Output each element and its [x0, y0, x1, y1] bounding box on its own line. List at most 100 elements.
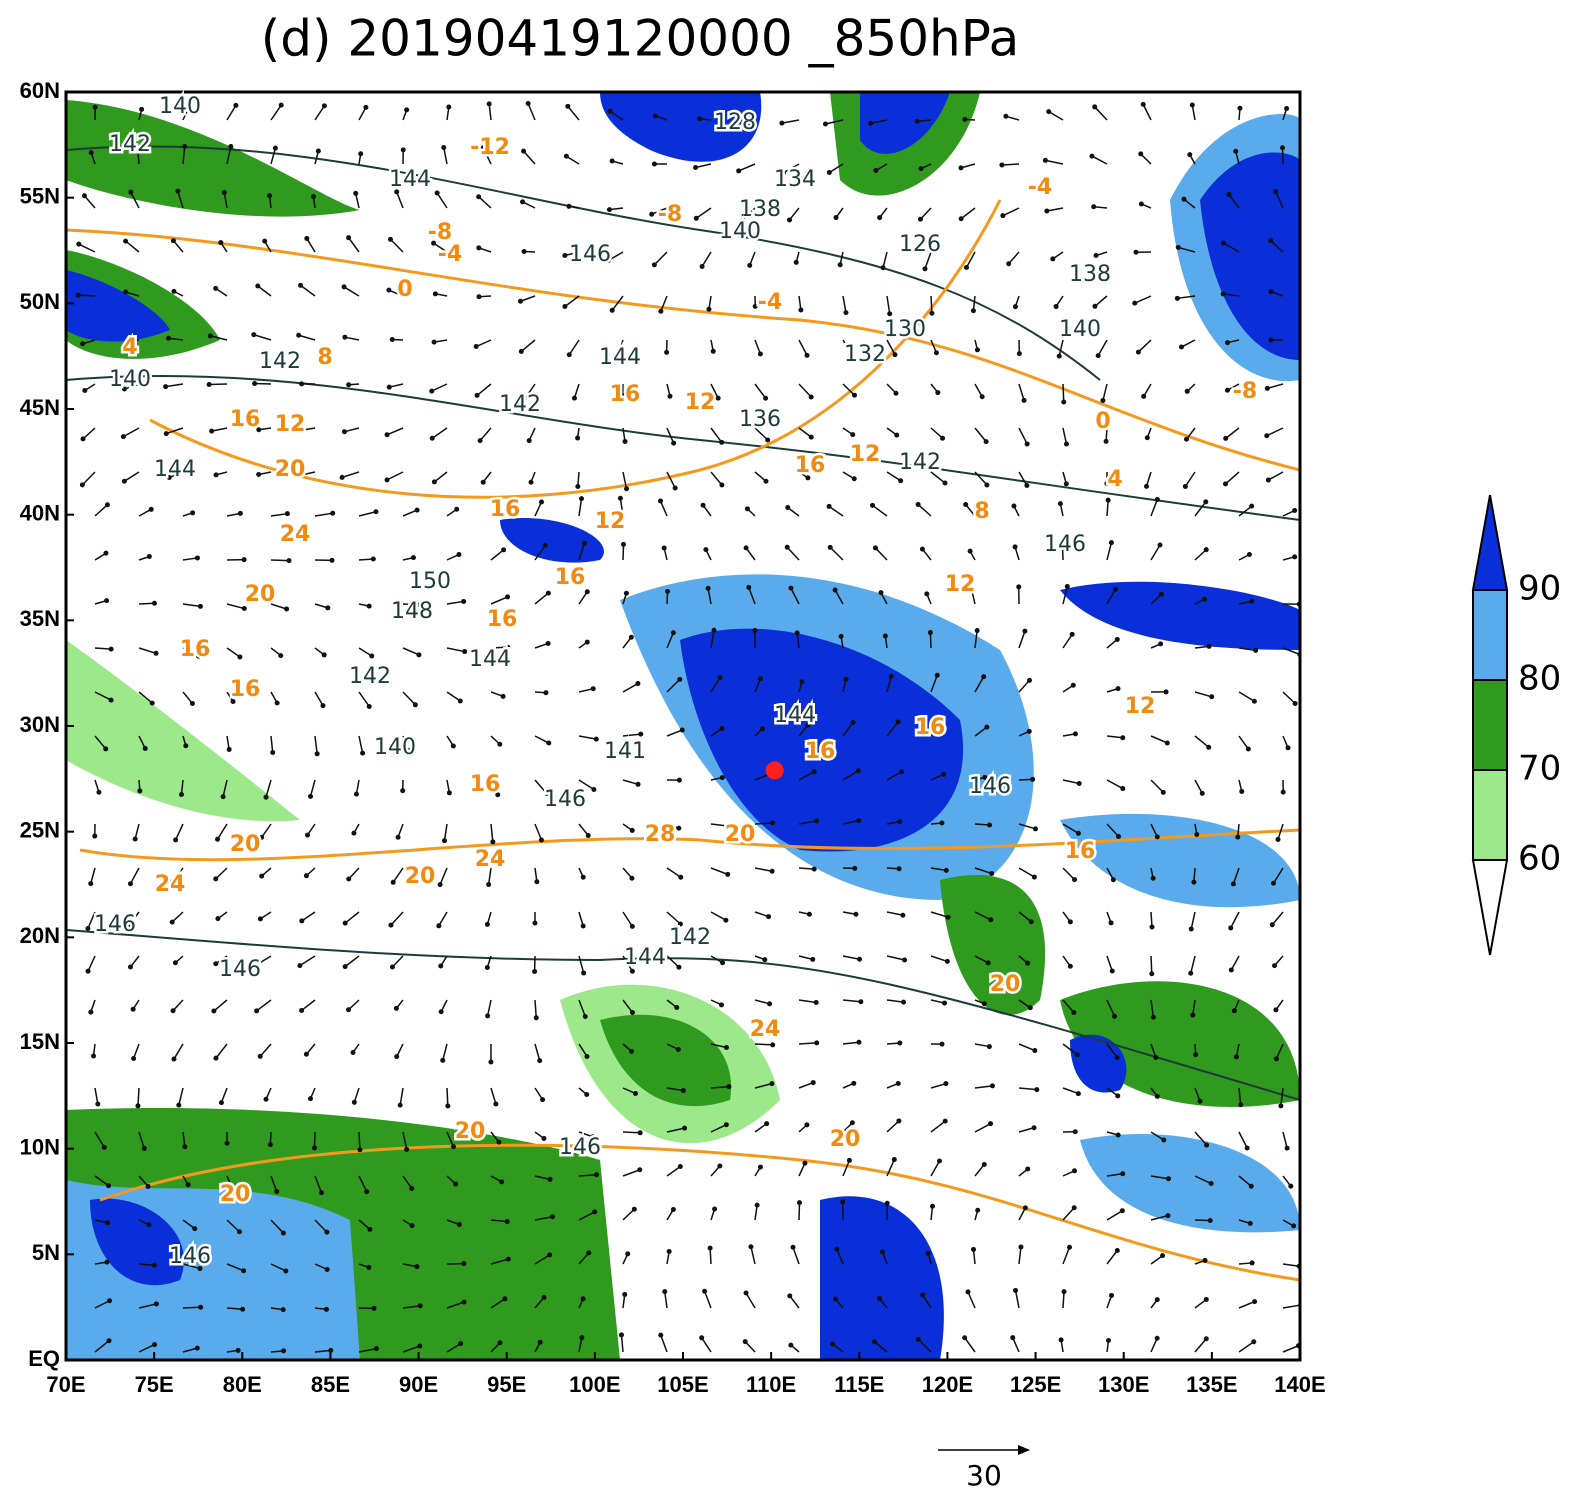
- wind-arrowhead: [438, 1009, 444, 1015]
- wind-arrowhead: [504, 1219, 510, 1225]
- wind-arrowhead: [387, 236, 393, 242]
- wind-arrowhead: [1188, 926, 1194, 932]
- wind-arrow: [446, 1301, 465, 1309]
- wind-arrowhead: [887, 311, 893, 317]
- wind-arrowhead: [366, 1264, 372, 1270]
- wind-arrow: [314, 1349, 331, 1353]
- wind-arrowhead: [404, 1146, 410, 1152]
- wind-arrowhead: [132, 836, 138, 842]
- wind-arrow: [1238, 1300, 1255, 1309]
- wind-arrowhead: [1233, 148, 1239, 154]
- wind-arrowhead: [1244, 1145, 1250, 1151]
- wind-arrowhead: [1190, 1012, 1196, 1018]
- wind-arrow: [930, 955, 948, 963]
- wind-arrowhead: [700, 502, 706, 508]
- y-tick-label: 40N: [20, 500, 60, 525]
- wind-arrow: [1282, 691, 1296, 705]
- wind-arrowhead: [237, 654, 243, 660]
- y-tick-label: 60N: [20, 78, 60, 103]
- temperature-label: -4: [438, 242, 462, 267]
- wind-arrowhead: [431, 240, 437, 246]
- wind-arrow: [965, 251, 976, 268]
- x-tick-label: 110E: [746, 1372, 796, 1397]
- wind-arrow: [1062, 999, 1075, 1014]
- wind-arrowhead: [1149, 971, 1155, 977]
- wind-arrowhead: [95, 1101, 101, 1107]
- wind-arrowhead: [280, 1230, 286, 1236]
- wind-arrowhead: [857, 956, 863, 962]
- wind-arrowhead: [213, 285, 219, 291]
- wind-arrowhead: [987, 822, 993, 828]
- wind-arrowhead: [851, 476, 857, 482]
- wind-arrowhead: [434, 190, 440, 196]
- wind-arrowhead: [1154, 1297, 1160, 1303]
- wind-arrowhead: [827, 544, 833, 550]
- wind-arrowhead: [1018, 1244, 1024, 1250]
- wind-arrow: [226, 146, 232, 165]
- wind-arrowhead: [1264, 433, 1270, 439]
- height-label: 142: [899, 450, 941, 475]
- wind-arrow: [930, 867, 947, 872]
- wind-arrow: [754, 1204, 758, 1221]
- wind-arrow: [446, 647, 465, 653]
- wind-arrowhead: [1228, 967, 1234, 973]
- temperature-label: 16: [795, 453, 826, 478]
- wind-arrow: [1225, 471, 1240, 485]
- wind-arrowhead: [1000, 213, 1006, 219]
- wind-arrowhead: [920, 1292, 926, 1298]
- wind-arrowhead: [814, 1040, 820, 1046]
- wind-arrowhead: [457, 698, 463, 704]
- wind-arrow: [709, 1248, 712, 1265]
- wind-arrowhead: [213, 876, 219, 882]
- height-label: 146: [569, 242, 611, 267]
- wind-arrow: [270, 1175, 278, 1192]
- wind-arrow: [94, 647, 112, 650]
- wind-arrowhead: [206, 381, 212, 387]
- wind-arrow: [392, 867, 404, 883]
- wind-arrow: [265, 779, 272, 798]
- wind-arrowhead: [342, 920, 348, 926]
- wind-arrowhead: [1235, 834, 1241, 840]
- wind-arrowhead: [566, 352, 572, 358]
- wind-arrow: [1018, 823, 1036, 830]
- wind-arrowhead: [450, 743, 456, 749]
- wind-arrow: [790, 587, 800, 605]
- wind-arrowhead: [849, 353, 855, 359]
- wind-arrowhead: [935, 390, 941, 396]
- wind-arrow: [695, 207, 712, 219]
- wind-arrowhead: [805, 475, 811, 481]
- wind-arrowhead: [370, 556, 376, 562]
- wind-arrow: [344, 427, 360, 433]
- wind-arrowhead: [832, 587, 838, 593]
- wind-arrow: [1012, 1337, 1020, 1353]
- wind-arrowhead: [1191, 879, 1197, 885]
- wind-arrowhead: [486, 101, 492, 107]
- wind-arrowhead: [1027, 1005, 1033, 1011]
- wind-arrow: [443, 147, 448, 165]
- wind-arrow: [1194, 1131, 1208, 1146]
- wind-arrowhead: [719, 725, 725, 731]
- wind-arrowhead: [806, 911, 812, 917]
- wind-arrowhead: [1245, 746, 1251, 752]
- wind-arrow: [886, 721, 899, 737]
- wind-arrowhead: [1278, 1103, 1284, 1109]
- wind-arrowhead: [76, 241, 82, 247]
- wind-arrowhead: [220, 794, 226, 800]
- wind-arrow: [874, 547, 888, 561]
- wind-arrowhead: [850, 432, 856, 438]
- wind-arrowhead: [869, 502, 875, 508]
- wind-arrow: [124, 471, 140, 482]
- wind-arrow: [433, 242, 448, 253]
- wind-arrow: [182, 1306, 201, 1309]
- wind-arrowhead: [620, 541, 626, 547]
- wind-arrow: [520, 339, 536, 353]
- wind-arrowhead: [108, 697, 114, 703]
- wind-arrow: [660, 1334, 668, 1353]
- wind-arrowhead: [896, 1118, 902, 1124]
- wind-arrow: [710, 1124, 727, 1133]
- wind-arrowhead: [431, 479, 437, 485]
- wind-arrowhead: [1273, 1007, 1279, 1013]
- wind-arrowhead: [1013, 1287, 1019, 1293]
- wind-arrow: [94, 1300, 110, 1309]
